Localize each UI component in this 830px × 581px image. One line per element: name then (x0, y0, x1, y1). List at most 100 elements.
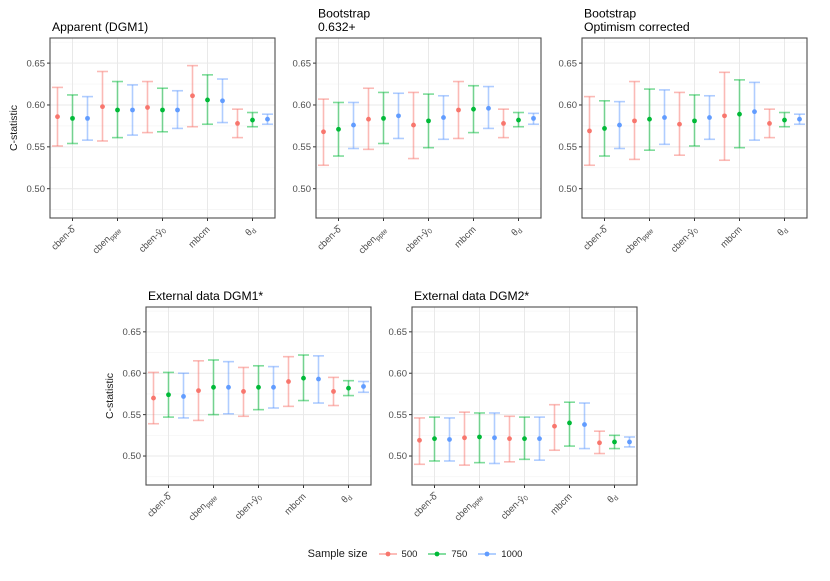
pointrange (313, 355, 324, 404)
x-tick-label: cben-ŷ0 (499, 491, 530, 522)
point (235, 120, 240, 126)
series-750 (599, 79, 790, 157)
pointrange (232, 108, 243, 139)
x-tick-label: mbcm (719, 224, 745, 250)
legend-entry-1000: 1000 (477, 548, 522, 560)
point (516, 117, 521, 123)
point (752, 109, 757, 115)
point (782, 117, 787, 123)
series-1000 (348, 85, 539, 150)
series-500 (414, 403, 605, 466)
y-axis: 0.50 0.55 0.60 0.65 (389, 327, 412, 462)
pointrange (468, 84, 479, 134)
pointrange (749, 81, 760, 141)
x-tick-label: cben-δ̂ (411, 490, 441, 520)
point (181, 394, 186, 399)
legend-entry-500: 500 (378, 548, 417, 560)
legend-key-point (434, 551, 440, 557)
pointrange (528, 112, 539, 126)
point (632, 118, 637, 124)
panel-apparent-dgm1: 0.50 0.55 0.60 0.65 C-statistic cben-δ̂ cbenpp… (8, 20, 276, 256)
point (205, 97, 210, 103)
point (301, 375, 306, 381)
point (351, 122, 356, 128)
pointrange (483, 85, 494, 130)
pointrange (217, 78, 228, 124)
pointrange (504, 415, 515, 463)
pointrange (348, 101, 359, 150)
point (411, 122, 416, 128)
point (531, 115, 536, 121)
point (211, 384, 216, 390)
y-tick-label: 0.50 (293, 184, 312, 195)
pointrange (97, 70, 108, 142)
pointrange (378, 91, 389, 145)
legend-entries: 500 750 1000 (378, 548, 522, 560)
point (331, 389, 336, 394)
point (662, 115, 667, 120)
facet-row-bottom: 0.50 0.55 0.60 0.65 C-statistic cben-δ̂ cbenpp… (104, 285, 642, 537)
pointrange (513, 111, 524, 128)
pointrange (423, 93, 434, 149)
x-tick-label: cbenppte (357, 224, 390, 257)
point (271, 384, 276, 390)
y-tick-label: 0.65 (559, 58, 578, 69)
point (190, 93, 195, 99)
x-tick-label: cben-δ̂ (315, 223, 345, 253)
point (612, 439, 617, 445)
y-tick-label: 0.55 (389, 410, 408, 421)
pointrange (178, 372, 189, 419)
y-tick-label: 0.65 (293, 58, 312, 69)
y-axis: 0.50 0.55 0.60 0.65 (123, 327, 146, 462)
series-500 (318, 80, 509, 167)
pointrange (659, 89, 670, 146)
point (396, 113, 401, 119)
point (226, 384, 231, 390)
point (486, 105, 491, 111)
point (321, 129, 326, 135)
pointrange (163, 371, 174, 418)
y-tick-label: 0.60 (293, 100, 312, 111)
panel-border (315, 37, 542, 219)
y-tick-label: 0.55 (293, 142, 312, 153)
point (346, 385, 351, 391)
pointrange (193, 360, 204, 422)
pointrange (223, 360, 234, 415)
point (151, 395, 156, 401)
point (722, 113, 727, 119)
legend-key-point (385, 551, 390, 557)
y-axis: 0.50 0.55 0.60 0.65 (27, 58, 50, 195)
pointrange (247, 111, 258, 128)
legend-key-icon (378, 551, 397, 557)
y-tick-label: 0.50 (559, 184, 578, 195)
point (567, 420, 572, 426)
x-tick-label: cben-ŷ0 (403, 224, 434, 255)
panel-title-line: Apparent (DGM1) (52, 20, 148, 34)
pointrange (142, 80, 153, 134)
point (115, 107, 120, 113)
pointrange (629, 80, 640, 161)
point (492, 435, 497, 441)
point (602, 126, 607, 131)
pointrange (393, 92, 404, 140)
point (417, 437, 422, 443)
point (250, 117, 255, 123)
pointrange (564, 401, 575, 447)
legend-title: Sample size (307, 548, 368, 560)
legend-key-point (484, 551, 490, 557)
point (100, 104, 105, 110)
legend-entry-750: 750 (427, 548, 467, 560)
legend-entry-label: 1000 (501, 548, 523, 560)
panel-title-line: Bootstrap (318, 7, 370, 21)
pointrange (624, 436, 635, 448)
panel-title-line: Optimism corrected (584, 20, 690, 34)
point (767, 120, 772, 126)
y-tick-label: 0.55 (123, 410, 142, 421)
x-tick-label: cben-δ̂ (581, 223, 611, 253)
point (707, 115, 712, 120)
point (587, 128, 592, 134)
panel-title: External data DGM2* (414, 289, 529, 303)
pointrange (202, 74, 213, 126)
point (256, 384, 261, 390)
